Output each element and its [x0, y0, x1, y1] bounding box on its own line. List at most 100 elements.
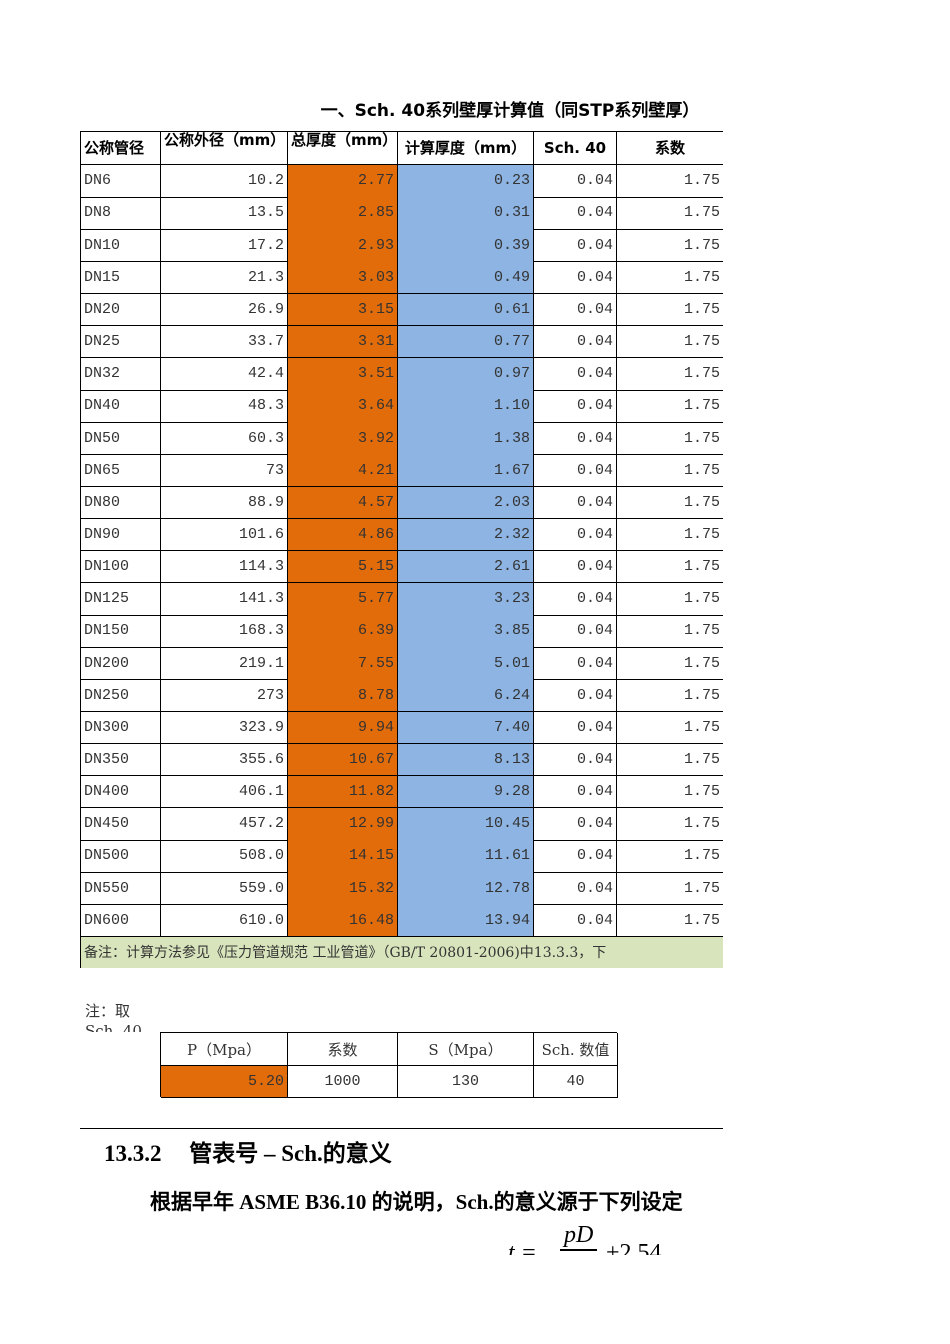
table-cell: 1.75	[617, 679, 723, 713]
table-cell: 9.94	[288, 711, 398, 745]
table-cell: 0.23	[398, 165, 534, 198]
table-cell: 1.75	[617, 197, 723, 230]
table-cell: 0.04	[534, 422, 617, 455]
section-heading: 管表号 – Sch.的意义	[189, 1141, 392, 1166]
table-cell: DN300	[81, 711, 161, 745]
section-number: 13.3.2	[104, 1141, 162, 1166]
table-cell: 3.23	[398, 582, 534, 616]
table-cell: 7.40	[398, 711, 534, 745]
table-cell: 508.0	[161, 840, 288, 873]
table-cell: 0.04	[534, 743, 617, 777]
table-cell: DN450	[81, 808, 161, 841]
table-cell: 88.9	[161, 486, 288, 520]
table-cell: 1.75	[617, 326, 723, 359]
header-cell: 系数	[617, 132, 723, 165]
table-cell: 0.04	[534, 229, 617, 262]
table-cell: 3.51	[288, 357, 398, 391]
table-cell: 3.64	[288, 390, 398, 423]
table-cell: DN250	[81, 679, 161, 713]
table-cell: DN6	[81, 165, 161, 198]
table-cell: 10.45	[398, 808, 534, 841]
header-cell: 公称外径（mm）	[161, 132, 288, 165]
table-cell: 0.04	[534, 840, 617, 873]
formula: t = pD +2.54	[500, 1222, 700, 1255]
table-cell: DN550	[81, 872, 161, 905]
table-cell: 73	[161, 454, 288, 487]
table-cell: 5.77	[288, 582, 398, 616]
table-cell: 219.1	[161, 647, 288, 680]
table-cell: 33.7	[161, 325, 288, 359]
table-cell: 0.61	[398, 293, 534, 327]
table-cell: 1.75	[617, 229, 723, 262]
table-cell: DN25	[81, 325, 161, 359]
table-cell: 0.04	[534, 582, 617, 616]
param-value: 40	[534, 1066, 618, 1098]
param-header: P（Mpa）	[161, 1033, 288, 1066]
table-cell: 0.04	[534, 647, 617, 680]
table-cell: 3.92	[288, 422, 398, 455]
table-cell: 1.67	[398, 454, 534, 487]
param-header: Sch. 数值	[534, 1033, 618, 1066]
table-cell: 1.75	[617, 744, 723, 777]
table-cell: 21.3	[161, 261, 288, 295]
paragraph: 根据早年 ASME B36.10 的说明，Sch.的意义源于下列设定	[150, 1190, 683, 1214]
table-cell: 11.61	[398, 840, 534, 873]
table-cell: 406.1	[161, 775, 288, 809]
table-cell: 0.04	[534, 357, 617, 391]
table-cell: 0.77	[398, 325, 534, 359]
table-cell: 6.24	[398, 679, 534, 713]
header-cell: Sch. 40	[534, 132, 617, 165]
table-cell: 1.75	[617, 390, 723, 423]
table-cell: 4.57	[288, 486, 398, 520]
table-cell: 1.75	[617, 519, 723, 552]
table-cell: 114.3	[161, 550, 288, 584]
table-cell: 1.75	[617, 454, 723, 487]
table-cell: 1.75	[617, 261, 723, 295]
table-cell: 0.04	[534, 390, 617, 423]
table-cell: 0.04	[534, 518, 617, 552]
table-cell: 15.32	[288, 872, 398, 905]
table-cell: 3.15	[288, 293, 398, 327]
table-cell: 2.03	[398, 486, 534, 520]
table-cell: 1.75	[617, 583, 723, 616]
table-cell: 0.04	[534, 904, 617, 938]
table-cell: 5.15	[288, 550, 398, 584]
remark: 备注：计算方法参见《压力管道规范 工业管道》（GB/T 20801-2006)中…	[81, 936, 723, 968]
param-value: 5.20	[161, 1066, 288, 1098]
table-cell: 48.3	[161, 390, 288, 423]
table: 公称管径 公称外径（mm） 总厚度（mm） 计算厚度（mm） Sch. 40 系数 DN6 1…	[80, 131, 723, 968]
table-cell: 10.67	[288, 743, 398, 777]
table-cell: 2.61	[398, 550, 534, 584]
divider	[80, 1128, 723, 1129]
table-cell: 101.6	[161, 518, 288, 552]
param-table: P（Mpa） 5.20 系数 1000 S（Mpa） 130 Sch. 数值 40	[160, 1032, 618, 1098]
formula-numerator: pD	[560, 1222, 598, 1251]
table-cell: 0.04	[534, 325, 617, 359]
table-cell: 17.2	[161, 229, 288, 262]
table-cell: 141.3	[161, 582, 288, 616]
table-cell: 9.28	[398, 775, 534, 809]
param-header: 系数	[288, 1033, 398, 1066]
table-cell: 13.5	[161, 197, 288, 230]
table-cell: DN50	[81, 422, 161, 455]
table-cell: DN65	[81, 454, 161, 487]
table-cell: DN500	[81, 840, 161, 873]
table-cell: 1.75	[617, 358, 723, 391]
table-cell: DN10	[81, 229, 161, 262]
note: 注：取Sch. 40系	[85, 1002, 142, 1032]
table-cell: 11.82	[288, 775, 398, 809]
table-cell: 12.99	[288, 808, 398, 841]
table-cell: 1.75	[617, 840, 723, 873]
param-value: 130	[398, 1066, 534, 1098]
table-cell: 2.93	[288, 229, 398, 262]
table-cell: 3.85	[398, 615, 534, 648]
header-cell: 总厚度（mm）	[288, 132, 398, 165]
header-cell: 计算厚度（mm）	[398, 132, 534, 165]
table-cell: 0.04	[534, 454, 617, 487]
table-cell: 0.31	[398, 197, 534, 230]
table-cell: DN125	[81, 582, 161, 616]
section-heading-row: 13.3.2 管表号 – Sch.的意义	[104, 1134, 723, 1168]
table-cell: 1.75	[617, 808, 723, 841]
table-cell: DN40	[81, 390, 161, 423]
